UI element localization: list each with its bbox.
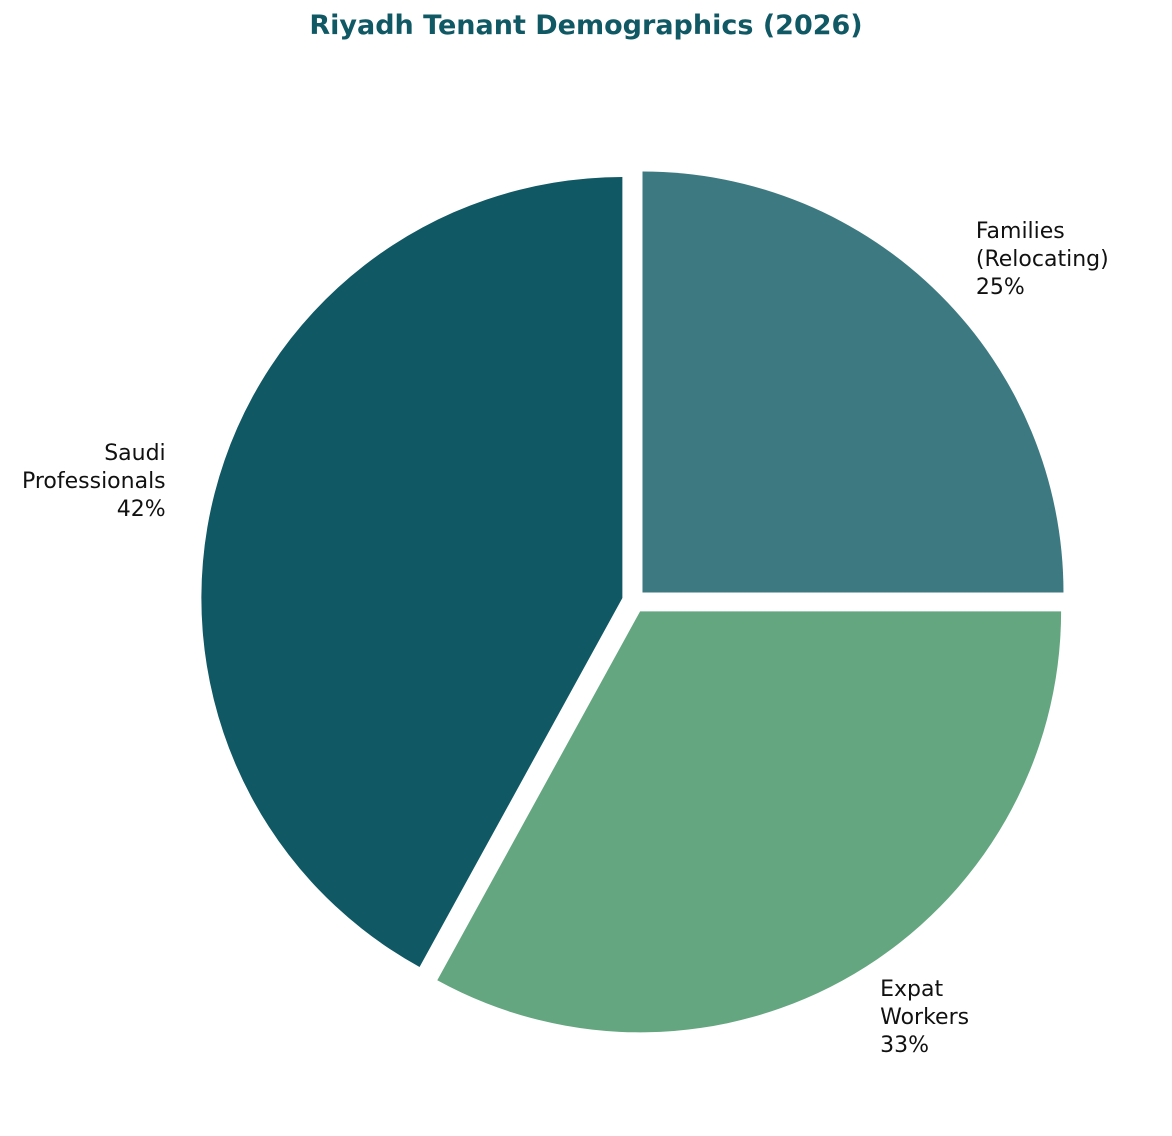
- pie-percent-label: 42%: [117, 497, 166, 522]
- pie-slice-families-relocating: [642, 171, 1064, 593]
- pie-slice-saudi-professionals: [201, 177, 623, 967]
- pie-category-label: (Relocating): [976, 247, 1109, 272]
- pie-percent-label: 33%: [880, 1033, 929, 1058]
- pie-slice-expat-workers: [437, 611, 1062, 1033]
- pie-label-2: Saudi Professionals 42%: [22, 441, 166, 522]
- pie-category-label: Expat: [880, 977, 943, 1002]
- chart-title: Riyadh Tenant Demographics (2026): [309, 10, 863, 41]
- pie-category-label: Workers: [880, 1005, 969, 1030]
- pie-category-label: Saudi: [104, 441, 165, 466]
- pie-percent-label: 25%: [976, 275, 1025, 300]
- pie-category-label: Professionals: [22, 469, 166, 494]
- pie-category-label: Families: [976, 219, 1065, 244]
- pie-label-0: Families (Relocating) 25%: [976, 219, 1109, 300]
- pie-slices: [201, 171, 1064, 1033]
- pie-labels: Families (Relocating) 25% Expat Workers 33% Sa…: [22, 219, 1109, 1058]
- pie-label-1: Expat Workers 33%: [880, 977, 969, 1058]
